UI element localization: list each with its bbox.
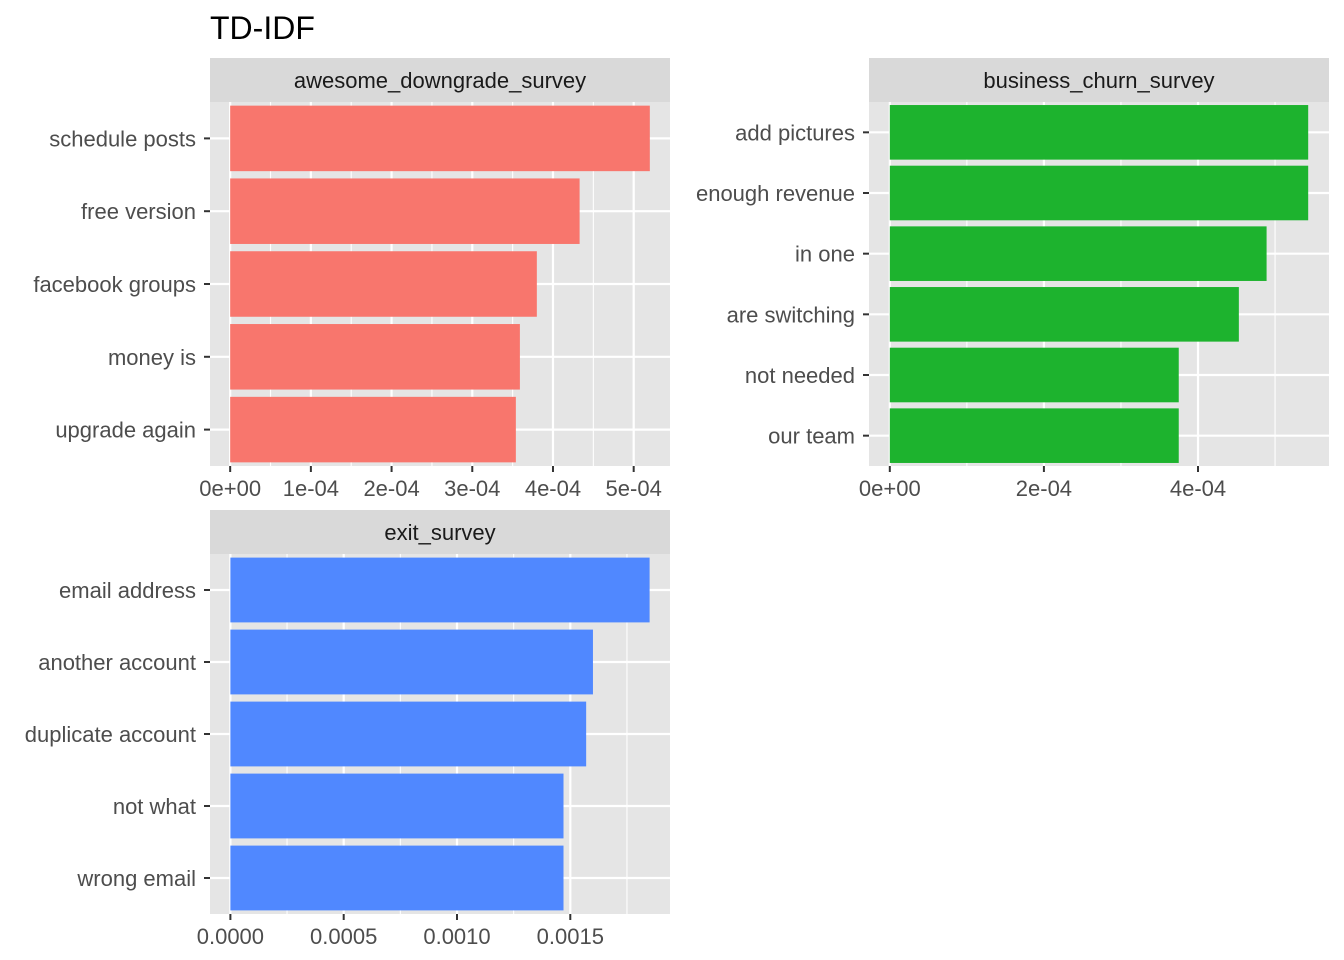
x-tick-label: 0e+00 — [859, 476, 921, 501]
bar — [230, 251, 537, 317]
bar — [889, 165, 1309, 221]
y-tick-label: add pictures — [735, 120, 855, 145]
chart-title: TD-IDF — [210, 10, 315, 46]
x-tick-label: 0.0005 — [310, 924, 377, 949]
panel-awesome-downgrade-survey: awesome_downgrade_survey schedule posts fr… — [33, 58, 670, 501]
x-tick-label: 2e-04 — [1016, 476, 1072, 501]
bar — [230, 105, 650, 172]
y-tick-label: not what — [113, 794, 196, 819]
y-tick-label: wrong email — [76, 866, 196, 891]
bar — [889, 347, 1179, 403]
y-tick-label: not needed — [745, 363, 855, 388]
y-tick-label: in one — [795, 242, 855, 267]
x-tick-label: 0.0000 — [197, 924, 264, 949]
bar — [889, 226, 1267, 281]
y-tick-label: schedule posts — [49, 126, 196, 151]
facet-strip-label: business_churn_survey — [983, 68, 1214, 93]
bar — [230, 773, 564, 839]
bar — [230, 324, 520, 390]
y-tick-label: are switching — [727, 302, 855, 327]
x-tick-label: 4e-04 — [525, 476, 581, 501]
y-tick-label: email address — [59, 578, 196, 603]
bar — [230, 557, 650, 623]
facet-strip-label: exit_survey — [384, 520, 495, 545]
facet-strip — [210, 58, 670, 102]
facet-strip — [869, 58, 1329, 102]
x-tick-label: 0e+00 — [199, 476, 261, 501]
bar — [889, 105, 1309, 160]
facet-strip — [210, 510, 670, 554]
y-tick-label: free version — [81, 199, 196, 224]
y-tick-label: enough revenue — [696, 181, 855, 206]
x-tick-label: 0.0010 — [423, 924, 490, 949]
y-tick-label: another account — [38, 650, 196, 675]
bar — [230, 701, 587, 767]
bar — [889, 287, 1239, 342]
x-tick-label: 5e-04 — [606, 476, 662, 501]
bar — [230, 396, 516, 463]
x-tick-label: 1e-04 — [283, 476, 339, 501]
y-tick-label: our team — [768, 424, 855, 449]
bar — [230, 178, 580, 244]
y-tick-label: facebook groups — [33, 272, 196, 297]
x-tick-label: 4e-04 — [1170, 476, 1226, 501]
x-tick-label: 3e-04 — [444, 476, 500, 501]
y-tick-label: upgrade again — [55, 418, 196, 443]
bar — [889, 408, 1179, 463]
y-tick-label: money is — [108, 345, 196, 370]
x-tick-label: 2e-04 — [363, 476, 419, 501]
bar — [230, 629, 593, 695]
facet-strip-label: awesome_downgrade_survey — [294, 68, 586, 93]
bar — [230, 845, 564, 911]
x-tick-label: 0.0015 — [537, 924, 604, 949]
panel-background — [869, 102, 1329, 466]
y-tick-label: duplicate account — [25, 722, 196, 747]
